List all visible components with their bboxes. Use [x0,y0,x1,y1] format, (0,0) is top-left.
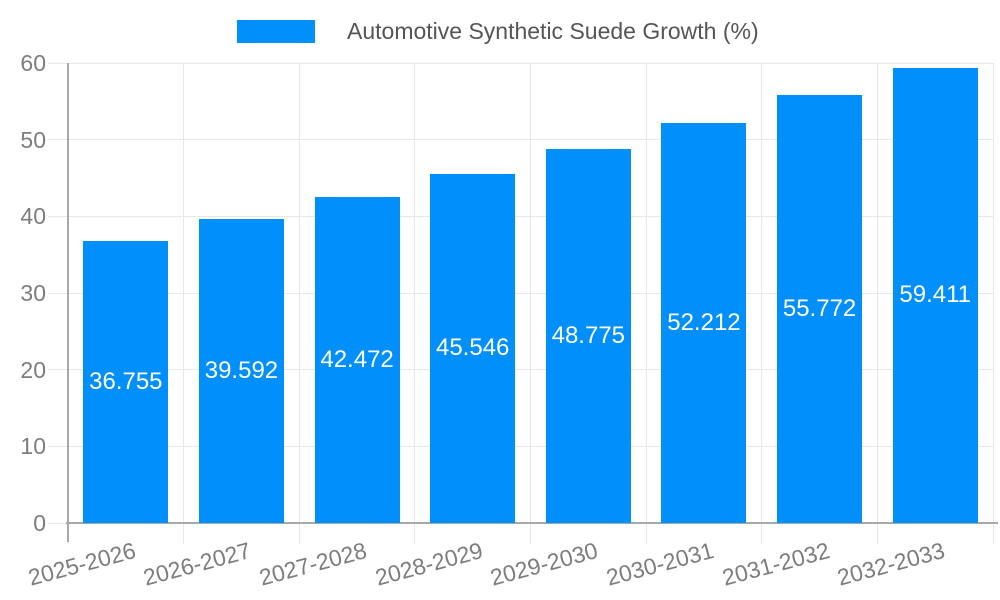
x-axis-tick-label: 2026-2027 [140,537,254,591]
bar-value-label: 39.592 [204,357,279,385]
horizontal-gridline [48,139,993,141]
y-axis-tick-label: 50 [20,126,46,153]
y-axis-tick-label: 20 [20,356,46,383]
x-axis-tick-label: 2030-2031 [603,537,717,591]
x-axis-line [66,522,998,524]
y-axis-tick-label: 60 [20,50,46,76]
bar[interactable] [314,197,400,523]
horizontal-gridline [48,62,993,64]
bar[interactable] [430,173,516,523]
x-axis-tick-label: 2031-2032 [719,537,833,591]
x-axis-tick-label: 2028-2029 [372,537,486,591]
legend-swatch-icon [237,20,315,43]
bar-value-label: 52.212 [667,308,741,336]
x-axis-tick-label: 2029-2030 [487,537,601,591]
bar-value-label: 55.772 [782,295,857,323]
vertical-gridline [183,63,185,544]
bar[interactable] [83,241,169,523]
bar-value-label: 36.755 [89,368,163,396]
horizontal-gridline [48,445,993,447]
horizontal-gridline [48,292,993,294]
x-axis-tick-label: 2027-2028 [256,537,370,591]
y-axis-line [67,63,69,542]
y-axis-tick-label: 10 [20,433,46,460]
legend[interactable]: Automotive Synthetic Suede Growth (%) [237,19,759,44]
y-axis-tick-label: 0 [33,510,46,536]
bar[interactable] [198,219,284,523]
bar[interactable] [661,122,747,523]
bar-value-label: 59.411 [899,281,971,309]
bar-value-label: 42.472 [320,346,394,374]
vertical-gridline [414,63,416,544]
vertical-gridline [876,63,878,544]
vertical-gridline [761,63,763,544]
bar-value-label: 48.775 [551,322,626,350]
y-axis-tick-label: 30 [20,280,46,306]
x-axis-tick-label: 2025-2026 [25,537,139,591]
legend-label: Automotive Synthetic Suede Growth (%) [347,18,759,44]
vertical-gridline [530,63,531,544]
bar[interactable] [777,95,863,523]
y-axis-tick-label: 40 [20,203,46,230]
bar[interactable] [892,67,978,523]
horizontal-gridline [48,369,993,371]
vertical-gridline [645,63,647,544]
x-axis-tick-label: 2032-2033 [834,537,948,591]
bar-value-label: 45.546 [435,334,510,362]
vertical-gridline [992,63,994,544]
horizontal-gridline [48,215,993,217]
vertical-gridline [298,63,300,544]
bar[interactable] [545,149,631,523]
